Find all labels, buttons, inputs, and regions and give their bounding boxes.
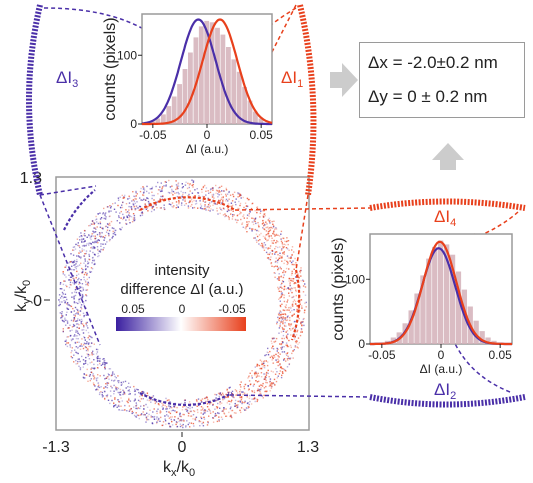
hist-x-tick: 0	[204, 128, 211, 142]
hist-x-label: ΔI (a.u.)	[186, 142, 229, 156]
histogram-bar	[220, 34, 226, 124]
histogram-bar	[215, 27, 220, 125]
segment-d1-on-ring	[290, 269, 301, 341]
histogram-bar	[150, 121, 155, 125]
colorbar-tick-mid: 0	[179, 302, 186, 316]
fit-curve-ΔI3	[141, 18, 272, 126]
histogram-bar	[231, 59, 237, 124]
x-tick-left: -1.3	[42, 439, 70, 456]
hist-x-tick: 0.05	[488, 348, 512, 362]
segment-d2-on-ring	[139, 392, 233, 406]
histogram-bar	[414, 293, 420, 344]
histogram-bar	[420, 275, 426, 344]
hist-x-tick: -0.05	[368, 348, 396, 362]
histogram-bar	[226, 47, 231, 124]
colorbar-tick-left: 0.05	[121, 302, 145, 316]
histogram-bar	[438, 240, 444, 344]
hist-x-tick: 0.05	[249, 128, 273, 142]
histogram-bar	[177, 84, 182, 124]
result-box: Δx = -2.0±0.2 nm Δy = 0 ± 0.2 nm	[359, 42, 525, 118]
intensity-ring	[58, 179, 307, 429]
histogram-bar	[473, 320, 479, 344]
segment-d3-zoom	[26, 4, 43, 196]
histogram-bar	[479, 331, 485, 344]
hist-y-label: counts (pixels)	[102, 17, 119, 120]
histogram-bar	[485, 337, 491, 344]
histogram-bar	[236, 71, 242, 125]
colorbar-tick-right: -0.05	[218, 302, 246, 316]
histogram-bar	[155, 118, 161, 124]
histogram-bar	[444, 244, 450, 344]
hist-x-tick: 0	[438, 348, 445, 362]
histogram-bar	[188, 52, 193, 124]
result-dy: Δy = 0 ± 0.2 nm	[368, 87, 488, 106]
y-tick-zero: 0	[33, 293, 42, 310]
histogram-bar	[182, 69, 188, 124]
histogram-bar	[204, 20, 210, 124]
label-d3: ΔI3	[56, 68, 78, 90]
x-tick-zero: 0	[178, 439, 187, 456]
hist-y-tick: 100	[345, 272, 365, 286]
x-axis-label: kx/k0	[163, 459, 195, 479]
colorbar-title-2: difference ΔI (a.u.)	[120, 281, 243, 298]
histogram-bar	[432, 246, 438, 344]
histogram-bar	[209, 22, 215, 125]
histogram-bar	[171, 96, 177, 124]
histogram-bar	[198, 26, 204, 124]
segment-d3-on-ring	[63, 189, 96, 231]
hist-y-label: counts (pixels)	[330, 237, 347, 340]
colorbar	[116, 317, 246, 331]
histogram-bar	[408, 310, 414, 344]
segment-d4-on-ring	[139, 196, 236, 211]
histogram-bar	[242, 86, 247, 124]
label-d2: ΔI2	[434, 380, 456, 402]
segment-d2-zoom	[369, 394, 526, 408]
result-dx: Δx = -2.0±0.2 nm	[368, 53, 498, 72]
arrow-right-gray	[330, 63, 358, 97]
fit-curve-ΔI4	[370, 240, 512, 346]
fit-curve-ΔI1	[142, 18, 273, 126]
histogram-bar	[247, 100, 253, 124]
histogram-bar	[166, 106, 172, 124]
segment-d4-zoom	[369, 198, 526, 211]
histogram-bar	[455, 271, 462, 344]
histogram-bar	[426, 258, 432, 344]
y-axis-label: ky/k0	[13, 280, 33, 312]
hist-y-tick: 100	[117, 48, 137, 62]
hist-x-label: ΔI (a.u.)	[420, 362, 463, 376]
label-d1: ΔI1	[281, 68, 303, 90]
label-d4: ΔI4	[434, 207, 456, 229]
histogram-bar	[161, 114, 166, 124]
colorbar-title-1: intensity	[154, 262, 210, 279]
histogram-bar	[253, 111, 258, 124]
hist-y-tick: 0	[130, 117, 137, 131]
ring-map-frame	[55, 176, 310, 431]
arrow-up-gray	[432, 143, 464, 170]
histogram-bar	[258, 118, 264, 124]
hist-x-tick: -0.05	[139, 128, 167, 142]
segment-d1-zoom	[297, 4, 317, 196]
hist-y-tick: 0	[358, 337, 365, 351]
x-tick-right: 1.3	[297, 439, 319, 456]
histogram-bar	[449, 254, 456, 344]
